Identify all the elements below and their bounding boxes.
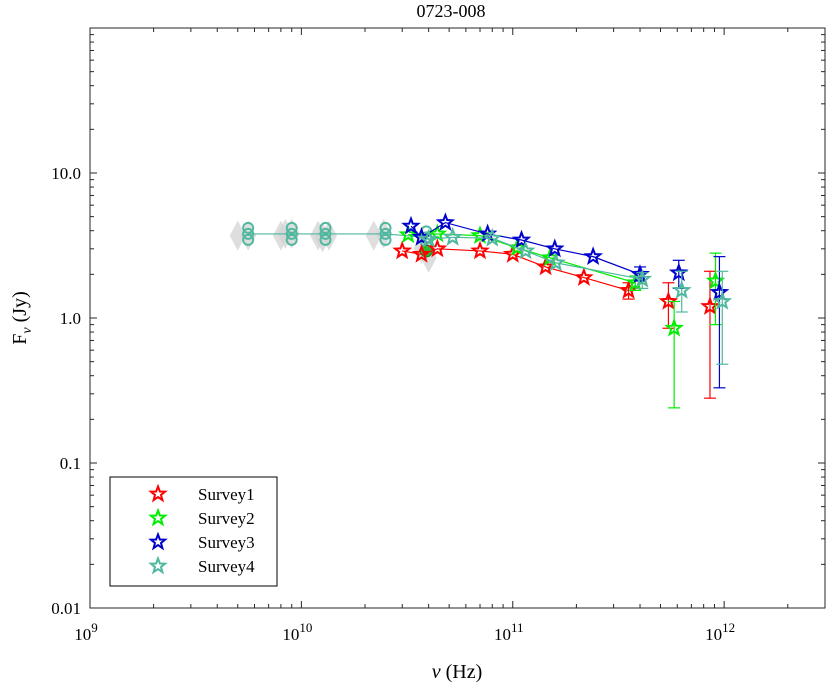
legend-label: Survey1 [198,485,255,504]
ancillary-marker [229,220,246,251]
legend-marker [148,507,168,527]
planck-ground-data [242,221,433,258]
data-point [712,291,733,310]
ground-marker [319,227,332,240]
legend-box [109,476,278,587]
series-survey4 [418,226,733,365]
y-tick-label: 1.0 [60,309,81,328]
data-point [618,280,639,299]
data-point [583,246,604,265]
x-tick-label: 109 [74,620,98,644]
ground-marker [285,221,298,234]
data-point [546,252,566,272]
ground-marker [285,227,298,240]
data-point [658,291,679,310]
data-point [671,280,692,299]
x-axis-label: ν (Hz) [432,661,483,683]
legend-label: Survey3 [198,533,255,552]
data-point [705,270,726,290]
x-tick-label: 1010 [282,620,312,644]
data-point [418,228,439,248]
data-point [398,224,419,244]
legend: Survey1 Survey2 Survey3 Survey4 [109,476,278,587]
data-point [482,227,503,247]
ground-marker [379,227,392,240]
ground-marker [242,227,255,240]
ground-marker [379,221,392,234]
chart-title: 0723-008 [417,1,486,21]
data-point [511,229,532,249]
ground-marker [285,233,298,246]
data-point [392,240,413,260]
legend-marker [148,483,168,503]
data-point [470,240,490,260]
legend-label: Survey4 [198,557,255,576]
axis-ticks: 109 1010 1011 1012 0.01 0.1 1.0 10.0 [51,28,826,644]
svg-text:Fν (Jy): Fν (Jy) [9,291,35,344]
y-axis-label: Fν (Jy) [9,291,35,344]
y-tick-label: 0.01 [51,599,81,618]
data-point [632,268,653,288]
data-point [625,272,646,292]
x-tick-label: 1012 [705,620,735,644]
legend-label: Survey2 [198,509,255,528]
data-point [435,212,456,232]
ancillary-marker [365,220,382,251]
data-point [442,226,463,246]
data-point [709,282,730,301]
ground-marker [242,221,255,234]
data-point [427,238,448,258]
data-point [535,256,556,276]
y-tick-label: 10.0 [51,164,81,183]
data-point [544,238,565,258]
x-tick-label: 1011 [494,620,524,644]
series-survey3 [401,212,730,389]
legend-marker [148,531,168,551]
data-point [401,215,421,235]
ground-marker [319,233,332,246]
data-point [668,262,689,282]
ground-marker [379,233,392,246]
data-point [515,240,536,260]
legend-marker [148,555,168,575]
survey-series [392,212,733,409]
data-point [411,243,432,263]
y-tick-label: 0.1 [60,454,81,473]
data-point [664,317,685,337]
ground-marker [242,233,255,246]
data-point [574,267,594,286]
ground-marker [319,221,332,234]
